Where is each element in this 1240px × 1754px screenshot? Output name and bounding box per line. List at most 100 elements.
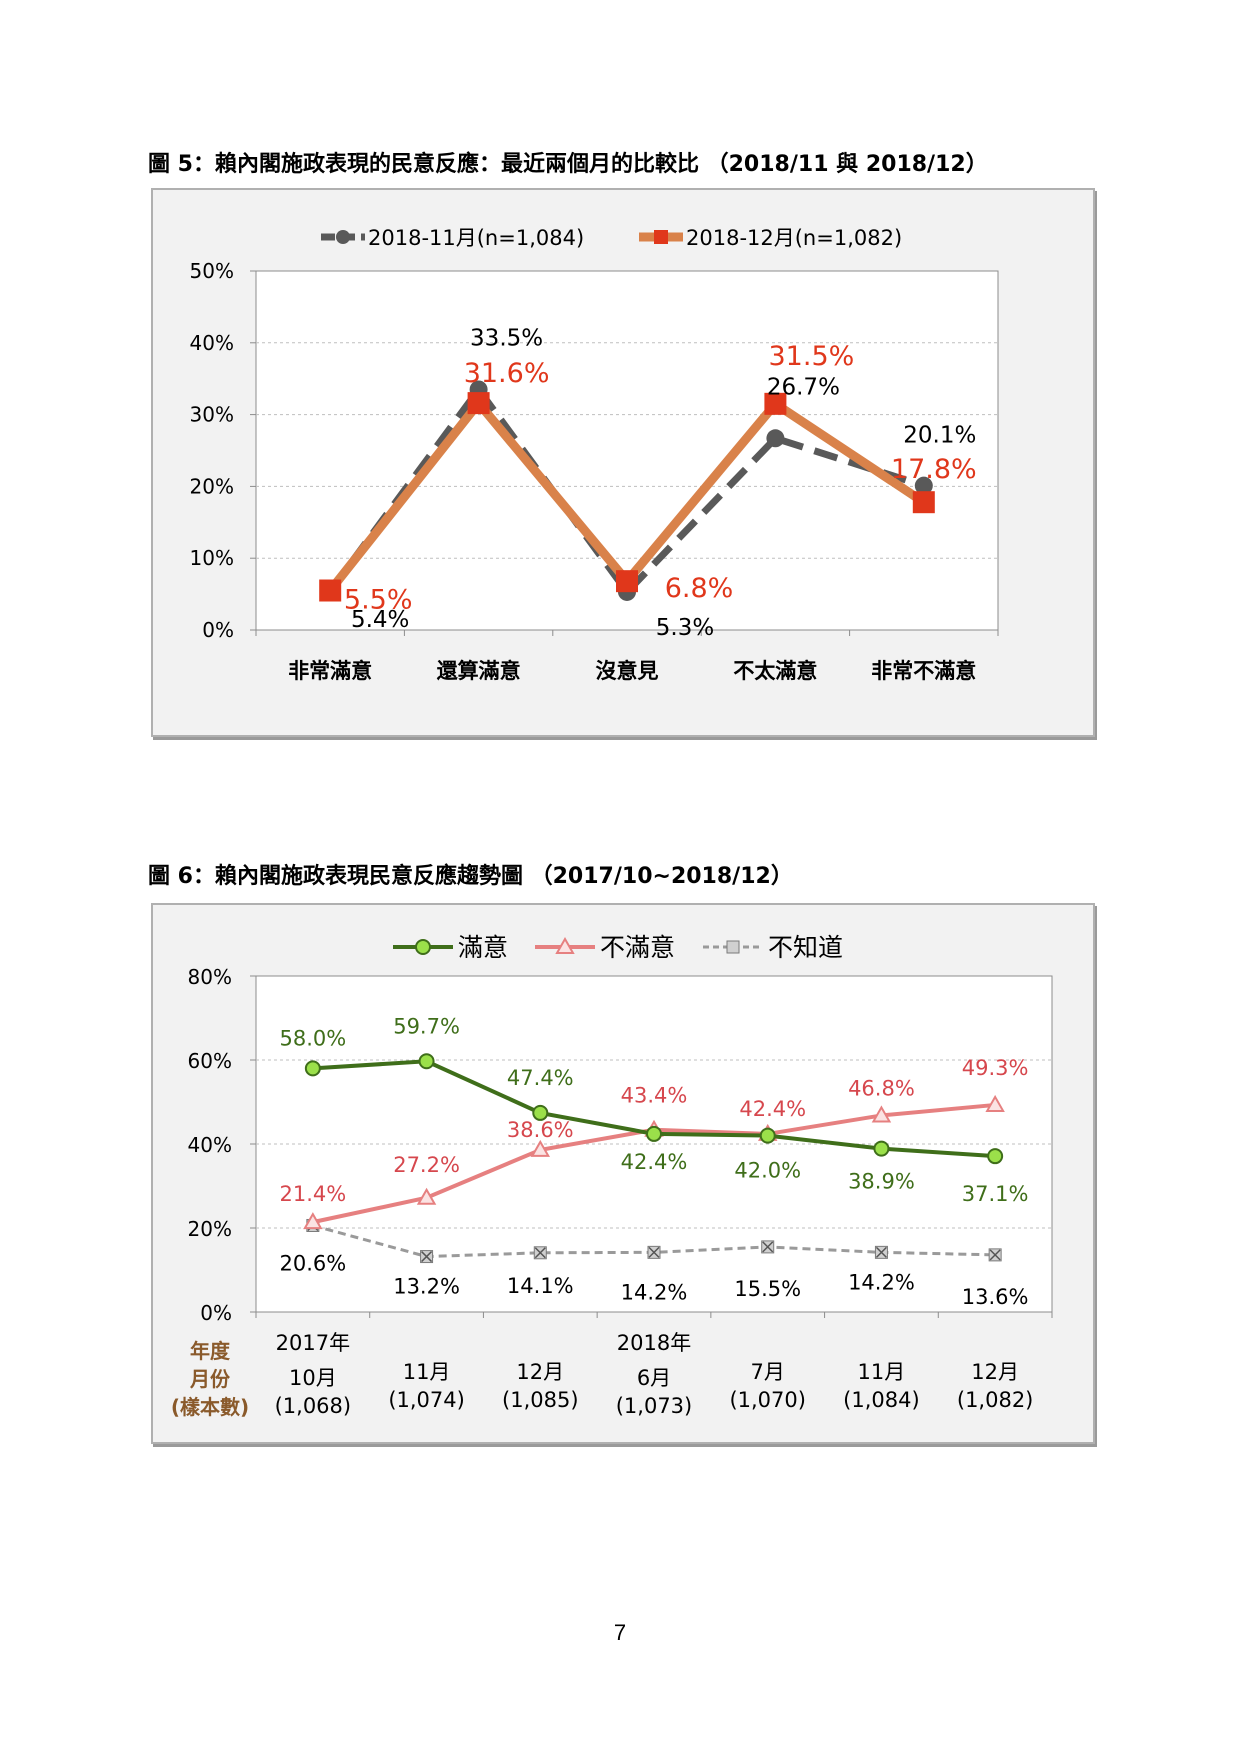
x-tick-month-label: 10月 xyxy=(289,1366,337,1390)
series-unknown-data-label: 14.1% xyxy=(507,1274,574,1298)
x-tick-month-label: 6月 xyxy=(637,1366,671,1390)
figure-5-svg: 0% 10% 20% 30% 40% 50% 非常滿意 還算滿意 沒意見 不太滿意 非常不滿意 5.4… xyxy=(190,226,999,683)
x-tick-month-label: 11月 xyxy=(858,1360,906,1384)
series-unknown-point-x xyxy=(875,1246,887,1258)
series-2018-11-line xyxy=(327,383,925,598)
series-2018-11-point xyxy=(766,429,785,448)
series-2018-12-data-label: 5.5% xyxy=(344,585,413,616)
series-2018-12-point xyxy=(616,570,638,593)
y-tick-label: 0% xyxy=(200,1301,232,1325)
y-tick-label: 50% xyxy=(190,259,234,283)
y-tick-label: 60% xyxy=(188,1049,232,1073)
series-unknown-point-x xyxy=(648,1246,660,1258)
x-tick-label: 沒意見 xyxy=(596,659,659,683)
series-unknown-data-label: 14.2% xyxy=(621,1280,688,1304)
x-tick-sample-label: (1,085) xyxy=(502,1388,579,1412)
series-2018-11-point xyxy=(914,476,933,495)
series-2018-11-data-label: 5.3% xyxy=(656,615,714,641)
x-tick-month-label: 12月 xyxy=(971,1360,1019,1384)
series-2018-12-data-label: 31.5% xyxy=(769,341,855,372)
series-unknown-data-label: 15.5% xyxy=(734,1277,801,1301)
legend-unknown-label: 不知道 xyxy=(768,933,843,962)
series-dissatisfied-point xyxy=(985,1094,1005,1112)
figure-5-title: 圖 5：賴內閣施政表現的民意反應：最近兩個月的比較比 （2018/11 與 20… xyxy=(148,152,988,177)
series-unknown-point-x xyxy=(989,1249,1001,1261)
x-tick-sample-label: (1,074) xyxy=(388,1388,465,1412)
legend-2018-11-label: 2018-11月(n=1,084) xyxy=(368,226,584,250)
x-tick-label: 還算滿意 xyxy=(437,659,521,683)
series-satisfied-data-label: 58.0% xyxy=(279,1026,346,1050)
series-unknown-point-x xyxy=(534,1247,546,1259)
x-tick-year-label: 2017年 xyxy=(276,1331,350,1355)
row-label: 月份 xyxy=(189,1367,231,1391)
series-dissatisfied-point xyxy=(416,1187,437,1205)
y-tick-label: 40% xyxy=(188,1133,232,1157)
series-satisfied-data-label: 37.1% xyxy=(962,1182,1029,1206)
y-tick-label: 20% xyxy=(188,1217,232,1241)
x-tick-month-label: 11月 xyxy=(403,1360,451,1384)
x-tick-label: 非常不滿意 xyxy=(871,659,976,683)
y-tick-label: 30% xyxy=(190,403,234,427)
legend-2018-12-label: 2018-12月(n=1,082) xyxy=(686,226,902,250)
series-unknown-data-label: 13.2% xyxy=(393,1275,460,1299)
figure-6-svg: 0% 20% 40% 60% 80% 2017年 10月 (1,068) 11月 (1,074) 1… xyxy=(171,933,1053,1419)
legend-dissatisfied-label: 不滿意 xyxy=(600,933,675,962)
series-satisfied-point xyxy=(759,1127,776,1144)
series-dissatisfied-point xyxy=(303,1212,323,1230)
series-satisfied-data-label: 42.0% xyxy=(734,1159,801,1183)
series-2018-11-data-label: 5.4% xyxy=(351,607,409,633)
series-satisfied-point xyxy=(873,1140,890,1157)
y-tick-label: 40% xyxy=(190,331,234,355)
x-tick-sample-label: (1,084) xyxy=(843,1388,920,1412)
legend-2018-12-marker xyxy=(654,230,668,244)
x-tick-sample-label: (1,082) xyxy=(957,1388,1034,1412)
y-tick-label: 0% xyxy=(202,618,234,642)
series-dissatisfied-data-label: 46.8% xyxy=(848,1076,915,1100)
series-2018-12-point xyxy=(319,579,342,602)
x-tick-year-label: 2018年 xyxy=(617,1331,691,1355)
legend-dissatisfied-marker xyxy=(555,936,575,954)
legend-unknown-marker xyxy=(726,940,740,954)
x-tick-sample-label: (1,068) xyxy=(275,1394,352,1418)
series-unknown-data-label: 13.6% xyxy=(962,1285,1029,1309)
series-unknown-point-x xyxy=(421,1251,433,1263)
series-2018-12-point xyxy=(912,491,935,514)
y-tick-label: 20% xyxy=(190,474,234,498)
x-tick-sample-label: (1,073) xyxy=(616,1394,693,1418)
y-tick-label: 10% xyxy=(190,546,234,570)
x-tick-sample-label: (1,070) xyxy=(729,1388,806,1412)
series-dissatisfied-data-label: 21.4% xyxy=(279,1182,346,1206)
series-satisfied-data-label: 38.9% xyxy=(848,1170,915,1194)
series-satisfied-point xyxy=(532,1104,549,1121)
plot-area xyxy=(255,270,999,631)
series-unknown-data-label: 14.2% xyxy=(848,1270,915,1294)
series-dissatisfied-data-label: 27.2% xyxy=(393,1153,460,1177)
series-dissatisfied-data-label: 42.4% xyxy=(739,1097,806,1121)
series-satisfied-data-label: 59.7% xyxy=(393,1014,460,1038)
series-dissatisfied-data-label: 43.4% xyxy=(621,1084,688,1108)
series-unknown-data-label: 20.6% xyxy=(279,1251,346,1275)
x-tick-label: 非常滿意 xyxy=(288,659,372,683)
series-2018-12-data-label: 6.8% xyxy=(665,573,734,604)
legend-2018-11-marker xyxy=(336,230,350,244)
series-2018-11-data-label: 26.7% xyxy=(767,374,840,400)
series-2018-12-data-label: 31.6% xyxy=(464,358,550,389)
series-satisfied-point xyxy=(418,1053,435,1070)
page-number: 7 xyxy=(613,1620,627,1645)
series-2018-12-point xyxy=(764,392,787,415)
series-2018-11-data-label: 33.5% xyxy=(470,325,543,351)
series-satisfied-point xyxy=(987,1148,1004,1165)
x-tick-month-label: 7月 xyxy=(751,1360,785,1384)
series-dissatisfied-data-label: 38.6% xyxy=(507,1118,574,1142)
x-tick-month-label: 12月 xyxy=(516,1360,564,1384)
row-label: (樣本數) xyxy=(171,1395,249,1419)
figure-6-title: 圖 6：賴內閣施政表現民意反應趨勢圖 （2017/10~2018/12） xyxy=(148,864,793,889)
x-tick-label: 不太滿意 xyxy=(733,659,817,683)
series-dissatisfied-point xyxy=(530,1139,551,1157)
series-dissatisfied-data-label: 49.3% xyxy=(962,1056,1029,1080)
figure-5-chart: 0% 10% 20% 30% 40% 50% 非常滿意 還算滿意 沒意見 不太滿意 非常不滿意 5.4… xyxy=(151,188,1095,737)
series-2018-12-data-label: 17.8% xyxy=(891,454,977,485)
series-satisfied-data-label: 47.4% xyxy=(507,1066,574,1090)
legend-satisfied-marker xyxy=(415,939,431,955)
series-2018-12-point xyxy=(467,392,490,415)
